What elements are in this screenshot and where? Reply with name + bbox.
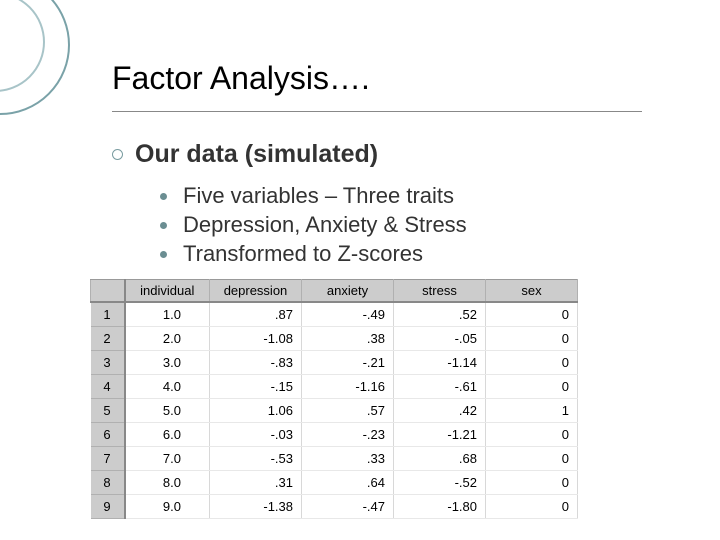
table-row: 77.0-.53.33.680	[91, 447, 578, 471]
table-cell: 3.0	[125, 351, 210, 375]
table-cell: -.23	[302, 423, 394, 447]
table-cell: -.47	[302, 495, 394, 519]
table-header-row: individual depression anxiety stress sex	[91, 280, 578, 303]
subtitle-text: Our data (simulated)	[135, 140, 378, 169]
col-header: individual	[125, 280, 210, 303]
table-row: 88.0.31.64-.520	[91, 471, 578, 495]
table-row: 66.0-.03-.23-1.210	[91, 423, 578, 447]
row-index: 7	[91, 447, 125, 471]
table-cell: -.61	[394, 375, 486, 399]
table-cell: -1.38	[210, 495, 302, 519]
col-header: sex	[486, 280, 578, 303]
data-table-wrap: individual depression anxiety stress sex…	[90, 279, 720, 519]
list-item: Five variables – Three traits	[160, 183, 720, 209]
bullet-text: Five variables – Three traits	[183, 183, 454, 209]
table-cell: -1.14	[394, 351, 486, 375]
table-cell: .57	[302, 399, 394, 423]
data-table: individual depression anxiety stress sex…	[90, 279, 578, 519]
table-cell: -.52	[394, 471, 486, 495]
table-cell: -.53	[210, 447, 302, 471]
bullet-open-icon	[112, 149, 123, 160]
table-cell: -1.80	[394, 495, 486, 519]
row-index: 5	[91, 399, 125, 423]
table-cell: 7.0	[125, 447, 210, 471]
list-item: Depression, Anxiety & Stress	[160, 212, 720, 238]
table-cell: .31	[210, 471, 302, 495]
row-index: 3	[91, 351, 125, 375]
bullet-list: Five variables – Three traits Depression…	[160, 183, 720, 267]
bullet-text: Transformed to Z-scores	[183, 241, 423, 267]
table-cell: -.03	[210, 423, 302, 447]
row-index: 9	[91, 495, 125, 519]
bullet-solid-icon	[160, 251, 167, 258]
bullet-text: Depression, Anxiety & Stress	[183, 212, 467, 238]
table-cell: 8.0	[125, 471, 210, 495]
table-row: 44.0-.15-1.16-.610	[91, 375, 578, 399]
title-rule	[112, 111, 642, 112]
table-cell: 0	[486, 447, 578, 471]
table-cell: 6.0	[125, 423, 210, 447]
table-cell: -1.16	[302, 375, 394, 399]
row-index: 1	[91, 302, 125, 327]
table-cell: .87	[210, 302, 302, 327]
table-cell: -1.08	[210, 327, 302, 351]
table-cell: 0	[486, 327, 578, 351]
table-row: 99.0-1.38-.47-1.800	[91, 495, 578, 519]
table-cell: 1.06	[210, 399, 302, 423]
row-index-header	[91, 280, 125, 303]
table-cell: -1.21	[394, 423, 486, 447]
table-cell: .33	[302, 447, 394, 471]
table-row: 11.0.87-.49.520	[91, 302, 578, 327]
table-cell: -.15	[210, 375, 302, 399]
bullet-solid-icon	[160, 193, 167, 200]
table-cell: .52	[394, 302, 486, 327]
table-cell: 0	[486, 351, 578, 375]
table-cell: 0	[486, 495, 578, 519]
table-cell: 0	[486, 375, 578, 399]
col-header: depression	[210, 280, 302, 303]
table-row: 22.0-1.08.38-.050	[91, 327, 578, 351]
table-row: 55.01.06.57.421	[91, 399, 578, 423]
table-cell: 1.0	[125, 302, 210, 327]
col-header: anxiety	[302, 280, 394, 303]
table-cell: 0	[486, 302, 578, 327]
row-index: 2	[91, 327, 125, 351]
table-cell: 4.0	[125, 375, 210, 399]
table-cell: 0	[486, 423, 578, 447]
table-cell: -.83	[210, 351, 302, 375]
table-cell: 1	[486, 399, 578, 423]
table-cell: 9.0	[125, 495, 210, 519]
table-cell: 5.0	[125, 399, 210, 423]
row-index: 8	[91, 471, 125, 495]
table-cell: 2.0	[125, 327, 210, 351]
slide-title: Factor Analysis….	[112, 60, 720, 97]
table-body: 11.0.87-.49.52022.0-1.08.38-.05033.0-.83…	[91, 302, 578, 519]
col-header: stress	[394, 280, 486, 303]
table-cell: -.49	[302, 302, 394, 327]
table-cell: -.21	[302, 351, 394, 375]
subtitle-row: Our data (simulated)	[112, 140, 720, 169]
table-cell: .64	[302, 471, 394, 495]
row-index: 6	[91, 423, 125, 447]
list-item: Transformed to Z-scores	[160, 241, 720, 267]
table-cell: .38	[302, 327, 394, 351]
table-row: 33.0-.83-.21-1.140	[91, 351, 578, 375]
row-index: 4	[91, 375, 125, 399]
table-cell: 0	[486, 471, 578, 495]
bullet-solid-icon	[160, 222, 167, 229]
slide-content: Factor Analysis…. Our data (simulated) F…	[0, 0, 720, 519]
table-cell: -.05	[394, 327, 486, 351]
table-cell: .42	[394, 399, 486, 423]
table-cell: .68	[394, 447, 486, 471]
